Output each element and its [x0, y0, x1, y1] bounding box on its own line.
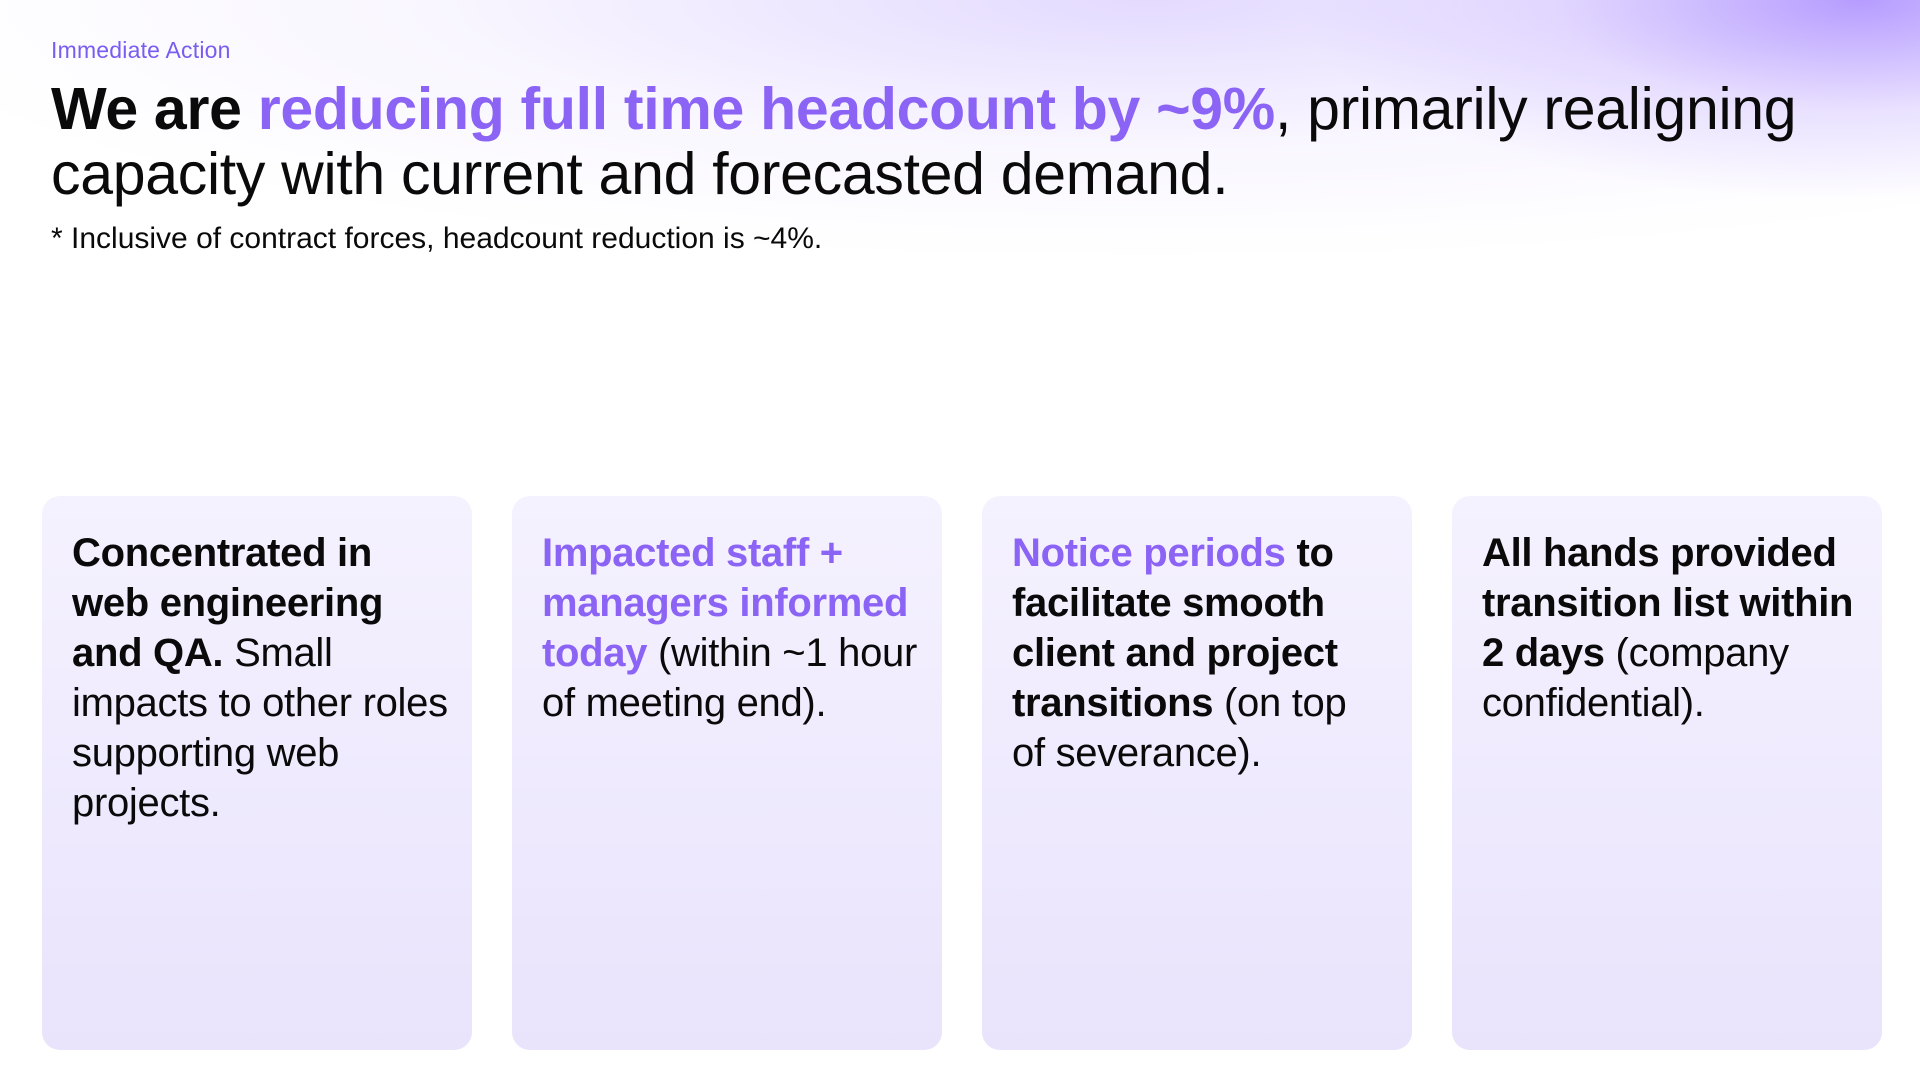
card-bold-text: All hands provided transition list withi…: [1482, 531, 1854, 675]
card-accent-text: Impacted staff + managers informed today: [542, 531, 909, 675]
card-body-text: (on top of severance).: [1012, 681, 1347, 775]
title-rest: , primarily realigning capacity with cur…: [51, 76, 1797, 207]
card-bold-text: Concentrated in web engineering and QA.: [72, 531, 384, 675]
footnote: * Inclusive of contract forces, headcoun…: [51, 222, 823, 255]
section-label: Immediate Action: [51, 37, 231, 63]
card-body-text: (company confidential).: [1482, 631, 1789, 725]
card-body-text: (within ~1 hour of meeting end).: [542, 631, 917, 725]
card-concentration: Concentrated in web engineering and QA. …: [42, 496, 472, 1050]
card-body-text: Small impacts to other roles supporting …: [72, 631, 448, 825]
card-impacted-staff: Impacted staff + managers informed today…: [512, 496, 942, 1050]
page-title: We are reducing full time headcount by ~…: [51, 77, 1881, 207]
card-all-hands: All hands provided transition list withi…: [1452, 496, 1882, 1050]
action-cards: Concentrated in web engineering and QA. …: [42, 496, 1882, 1050]
title-highlight: reducing full time headcount by ~9%: [257, 76, 1276, 142]
card-bold-text: to facilitate smooth client and project …: [1012, 531, 1338, 725]
title-lead: We are: [51, 76, 258, 142]
card-notice-periods: Notice periods to facilitate smooth clie…: [982, 496, 1412, 1050]
card-accent-text: Notice periods: [1012, 531, 1286, 575]
